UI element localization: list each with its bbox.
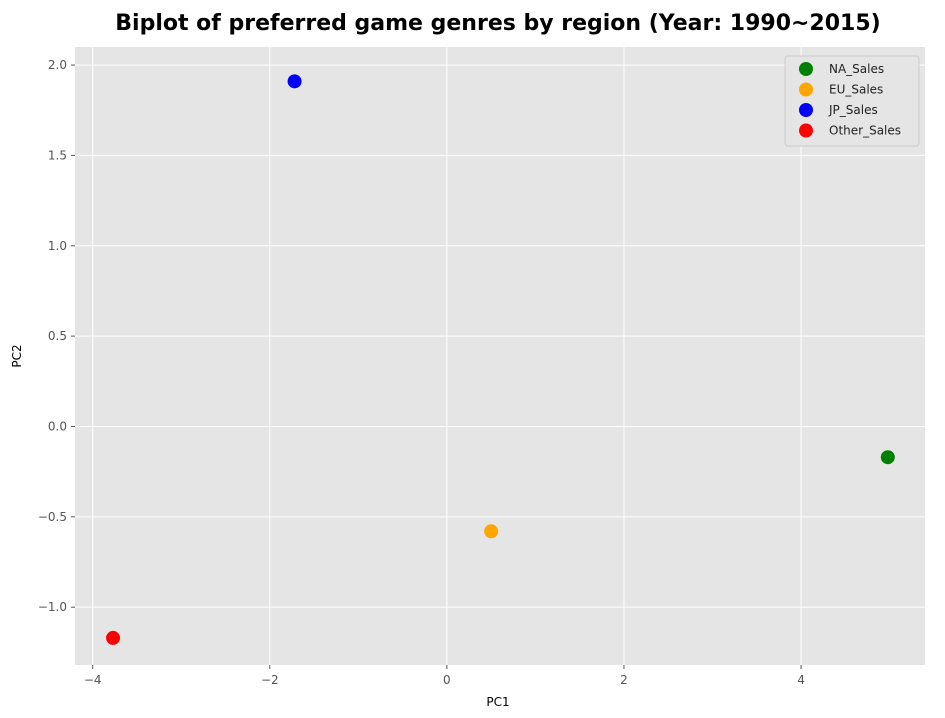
x-tick-label: 0 (443, 673, 451, 687)
y-tick-label: −1.0 (38, 600, 67, 614)
legend-frame (784, 55, 920, 147)
y-tick-label: 2.0 (48, 58, 67, 72)
y-axis-ticks: −1.0 −0.5 0.0 0.5 1.0 1.5 2.0 (38, 58, 75, 614)
point-eu-sales (484, 524, 499, 539)
x-tick-label: −2 (261, 673, 279, 687)
y-tick-label: 1.5 (48, 148, 67, 162)
point-na-sales (880, 450, 895, 465)
legend-marker (799, 103, 813, 117)
legend-label: Other_Sales (829, 124, 901, 138)
legend-label: JP_Sales (828, 103, 878, 117)
point-jp-sales (287, 74, 302, 89)
legend-marker (799, 82, 813, 97)
y-tick-label: 0.5 (48, 329, 67, 343)
legend-marker (799, 62, 813, 76)
grid-lines (75, 47, 925, 665)
y-tick-label: 1.0 (48, 239, 67, 253)
point-other-sales (106, 630, 121, 645)
x-tick-label: −4 (84, 673, 102, 687)
plot-area (75, 47, 925, 665)
legend-label: NA_Sales (829, 62, 884, 76)
x-axis-ticks: −4 −2 0 2 4 (84, 665, 805, 687)
y-tick-label: −0.5 (38, 510, 67, 524)
y-axis-label: PC2 (10, 344, 24, 367)
legend-label: EU_Sales (829, 83, 883, 97)
x-axis-label: PC1 (486, 695, 509, 709)
y-tick-label: 0.0 (48, 419, 67, 433)
chart-title: Biplot of preferred game genres by regio… (115, 11, 880, 36)
legend: NA_Sales EU_Sales JP_Sales Other_Sales (784, 55, 920, 147)
legend-marker (799, 123, 813, 138)
data-points (106, 74, 895, 645)
x-tick-label: 4 (797, 673, 805, 687)
x-tick-label: 2 (620, 673, 628, 687)
